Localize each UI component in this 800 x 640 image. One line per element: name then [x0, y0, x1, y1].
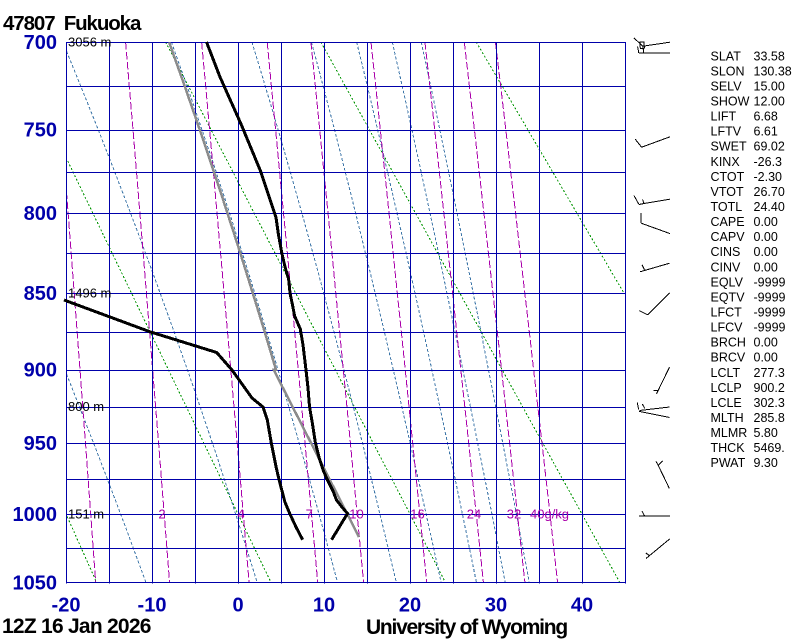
svg-text:0.00: 0.00: [754, 215, 778, 229]
svg-text:26.70: 26.70: [754, 185, 785, 199]
svg-text:0.00: 0.00: [754, 336, 778, 350]
svg-text:16: 16: [410, 507, 424, 522]
svg-text:VTOT: VTOT: [711, 185, 744, 199]
svg-text:277.3: 277.3: [754, 366, 785, 380]
svg-text:-20: -20: [52, 595, 81, 617]
svg-text:950: 950: [24, 433, 57, 455]
svg-text:850: 850: [24, 283, 57, 305]
svg-text:4: 4: [237, 507, 244, 522]
svg-text:SLON: SLON: [711, 64, 745, 78]
svg-text:30: 30: [485, 595, 507, 617]
svg-text:12Z 16 Jan 2026: 12Z 16 Jan 2026: [2, 615, 151, 638]
svg-text:32: 32: [507, 507, 521, 522]
svg-text:SWET: SWET: [711, 140, 747, 154]
svg-text:6.61: 6.61: [754, 125, 778, 139]
svg-text:CINV: CINV: [711, 260, 742, 274]
svg-text:LFTV: LFTV: [711, 125, 742, 139]
svg-text:THCK: THCK: [711, 441, 746, 455]
svg-text:2: 2: [158, 507, 165, 522]
svg-text:-10: -10: [138, 595, 167, 617]
svg-text:LFCV: LFCV: [711, 321, 744, 335]
svg-text:5469.: 5469.: [754, 441, 785, 455]
svg-text:900.2: 900.2: [754, 381, 785, 395]
svg-text:15.00: 15.00: [754, 79, 785, 93]
svg-text:LFCT: LFCT: [711, 306, 743, 320]
svg-text:SLAT: SLAT: [711, 49, 742, 63]
svg-text:1050: 1050: [13, 572, 58, 594]
svg-text:7: 7: [306, 507, 313, 522]
svg-text:LIFT: LIFT: [711, 110, 737, 124]
svg-text:12.00: 12.00: [754, 95, 785, 109]
svg-text:20: 20: [399, 595, 421, 617]
svg-text:800: 800: [24, 203, 57, 225]
svg-text:69.02: 69.02: [754, 140, 785, 154]
svg-text:1496 m: 1496 m: [68, 286, 111, 301]
svg-text:0: 0: [232, 595, 243, 617]
svg-text:10: 10: [313, 595, 335, 617]
svg-text:PWAT: PWAT: [711, 456, 746, 470]
svg-text:EQTV: EQTV: [711, 290, 746, 304]
svg-text:130.38: 130.38: [754, 64, 792, 78]
svg-text:900: 900: [24, 360, 57, 382]
svg-text:800 m: 800 m: [68, 399, 104, 414]
svg-text:151 m: 151 m: [68, 507, 104, 522]
svg-text:-2.30: -2.30: [754, 170, 783, 184]
svg-text:SELV: SELV: [711, 79, 743, 93]
svg-text:40: 40: [571, 595, 593, 617]
svg-text:24.40: 24.40: [754, 200, 785, 214]
svg-text:0.00: 0.00: [754, 260, 778, 274]
svg-text:-26.3: -26.3: [754, 155, 783, 169]
svg-text:CTOT: CTOT: [711, 170, 745, 184]
svg-text:6.68: 6.68: [754, 110, 778, 124]
svg-text:LCLT: LCLT: [711, 366, 741, 380]
svg-text:0.00: 0.00: [754, 245, 778, 259]
svg-text:TOTL: TOTL: [711, 200, 743, 214]
svg-text:University of Wyoming: University of Wyoming: [366, 616, 567, 639]
svg-text:-9999: -9999: [754, 290, 786, 304]
svg-text:700: 700: [24, 32, 57, 54]
svg-text:MLMR: MLMR: [711, 426, 748, 440]
svg-text:0.00: 0.00: [754, 230, 778, 244]
svg-text:33.58: 33.58: [754, 49, 785, 63]
svg-text:-9999: -9999: [754, 306, 786, 320]
svg-text:-9999: -9999: [754, 321, 786, 335]
svg-text:302.3: 302.3: [754, 396, 785, 410]
svg-text:750: 750: [24, 120, 57, 142]
svg-text:CAPE: CAPE: [711, 215, 745, 229]
svg-text:1000: 1000: [13, 504, 58, 526]
svg-text:SHOW: SHOW: [711, 95, 750, 109]
svg-text:24: 24: [467, 507, 481, 522]
svg-text:0.00: 0.00: [754, 351, 778, 365]
svg-text:BRCV: BRCV: [711, 351, 746, 365]
svg-text:LCLP: LCLP: [711, 381, 742, 395]
svg-text:9.30: 9.30: [754, 456, 778, 470]
svg-text:CAPV: CAPV: [711, 230, 746, 244]
svg-text:EQLV: EQLV: [711, 275, 744, 289]
svg-text:-9999: -9999: [754, 275, 786, 289]
svg-text:BRCH: BRCH: [711, 336, 746, 350]
svg-text:KINX: KINX: [711, 155, 741, 169]
svg-text:47807 Fukuoka: 47807 Fukuoka: [3, 12, 142, 35]
svg-text:MLTH: MLTH: [711, 411, 744, 425]
svg-text:3056 m: 3056 m: [68, 35, 111, 50]
svg-text:LCLE: LCLE: [711, 396, 742, 410]
svg-text:10: 10: [349, 507, 363, 522]
svg-text:5.80: 5.80: [754, 426, 778, 440]
svg-text:40g/kg: 40g/kg: [530, 507, 569, 522]
svg-text:285.8: 285.8: [754, 411, 785, 425]
svg-text:CINS: CINS: [711, 245, 741, 259]
